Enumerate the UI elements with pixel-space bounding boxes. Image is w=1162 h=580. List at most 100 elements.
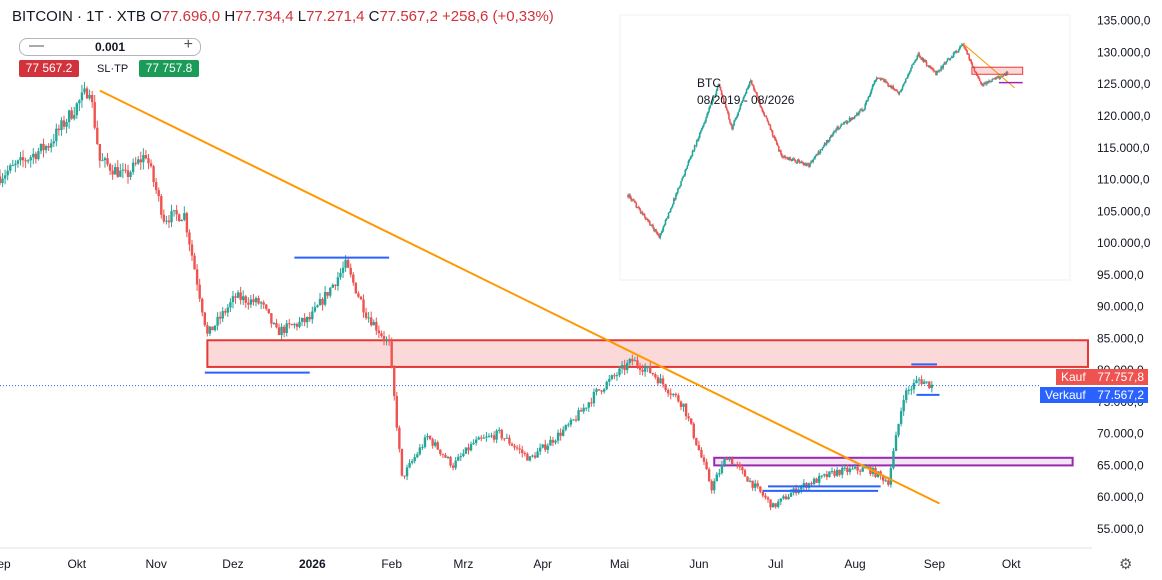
candle-body	[329, 287, 332, 296]
candle-body	[602, 389, 606, 392]
inset-candle-body	[935, 71, 937, 76]
candle-body	[114, 167, 117, 175]
inset-candle-body	[853, 115, 856, 119]
inset-candle-body	[649, 221, 651, 226]
inset-candle-body	[893, 88, 896, 90]
inset-candle-body	[958, 49, 960, 52]
inset-candle-body	[869, 93, 872, 96]
inset-candle-body	[645, 219, 648, 220]
candle-body	[34, 153, 38, 160]
candle-body	[55, 128, 58, 142]
inset-candle-body	[860, 109, 862, 111]
candle-body	[385, 339, 388, 341]
candle-body	[615, 375, 619, 377]
y-tick-label: 60.000,0	[1097, 490, 1144, 504]
candle-body	[446, 456, 450, 458]
inset-candle-body	[818, 151, 821, 154]
inset-candle-body	[917, 53, 920, 56]
candle-body	[52, 141, 55, 144]
candle-body	[585, 407, 588, 409]
candle-body	[323, 292, 327, 305]
decrease-quantity-button[interactable]: —	[29, 37, 44, 54]
candle-body	[649, 366, 652, 374]
inset-candle-body	[966, 50, 968, 54]
candle-body	[623, 365, 626, 370]
candle-body	[372, 322, 375, 326]
candle-body	[628, 358, 631, 364]
inset-candle-body	[956, 51, 959, 53]
candle-body	[533, 455, 537, 458]
candle-body	[83, 88, 86, 93]
buy-button[interactable]: 77 757.8	[139, 60, 199, 77]
gear-icon[interactable]: ⚙	[1119, 556, 1133, 573]
sl-tp-button[interactable]: SL·TP	[97, 63, 129, 75]
sell-button[interactable]: 77 567.2	[19, 60, 79, 77]
inset-candle-body	[927, 65, 930, 67]
inset-candle-body	[892, 86, 895, 89]
x-tick-label: Nov	[145, 557, 166, 571]
candle-body	[498, 429, 501, 431]
price-zone	[206, 339, 1090, 368]
quantity-stepper[interactable]: — 0.001 +	[19, 36, 201, 56]
inset-candle-body	[1001, 76, 1004, 77]
inset-candle-body	[650, 225, 652, 226]
candle-body	[449, 456, 452, 466]
inset-candle-body	[646, 219, 649, 221]
candle-body	[802, 483, 806, 487]
candle-body	[592, 391, 596, 404]
inset-candle-body	[922, 58, 925, 62]
inset-candle-body	[713, 96, 716, 98]
inset-candle-body	[655, 229, 657, 232]
inset-candle-body	[997, 76, 1000, 78]
inset-candle-body	[984, 82, 986, 84]
candle-body	[336, 277, 340, 286]
inset-candle-body	[736, 115, 739, 118]
quantity-value[interactable]: 0.001	[94, 40, 126, 54]
candle-body	[905, 390, 908, 401]
candle-body	[321, 298, 324, 305]
inset-candle-body	[714, 94, 717, 98]
candle-body	[24, 160, 27, 162]
candle-body	[894, 435, 898, 451]
inset-candle-body	[993, 78, 995, 80]
inset-candle-body	[914, 60, 916, 63]
inset-candle-body	[842, 123, 845, 125]
inset-candle-body	[934, 71, 936, 73]
inset-candle-body	[686, 165, 689, 169]
inset-candle-body	[770, 129, 773, 131]
inset-candle-body	[636, 207, 639, 209]
inset-candle-body	[864, 104, 866, 109]
candle-body	[679, 401, 683, 407]
candle-body	[743, 470, 747, 477]
inset-candle-body	[730, 122, 732, 126]
candle-body	[858, 470, 862, 472]
inset-candle-body	[882, 78, 884, 80]
candle-body	[293, 323, 296, 326]
inset-candle-body	[978, 78, 981, 82]
inset-candle-body	[881, 78, 883, 81]
inset-candle-body	[850, 117, 853, 121]
candle-body	[451, 465, 455, 468]
inset-candle-body	[658, 234, 661, 238]
inset-candle-body	[718, 83, 721, 87]
inset-candle-body	[684, 170, 687, 176]
candle-body	[398, 427, 401, 449]
trend-line	[99, 89, 940, 505]
candle-body	[920, 379, 923, 385]
inset-candle-body	[809, 163, 811, 167]
inset-candle-body	[981, 84, 984, 86]
candle-body	[175, 210, 178, 215]
inset-candle-body	[921, 58, 924, 60]
inset-candle-body	[688, 159, 691, 162]
increase-quantity-button[interactable]: +	[183, 36, 193, 53]
candle-body	[149, 163, 153, 167]
inset-candle-body	[653, 227, 655, 231]
candle-body	[224, 311, 227, 313]
candle-body	[582, 407, 585, 412]
candle-body	[697, 445, 701, 451]
candle-body	[124, 169, 127, 171]
inset-candle-body	[803, 163, 805, 166]
candle-body	[413, 457, 416, 462]
inset-candle-body	[866, 99, 869, 101]
